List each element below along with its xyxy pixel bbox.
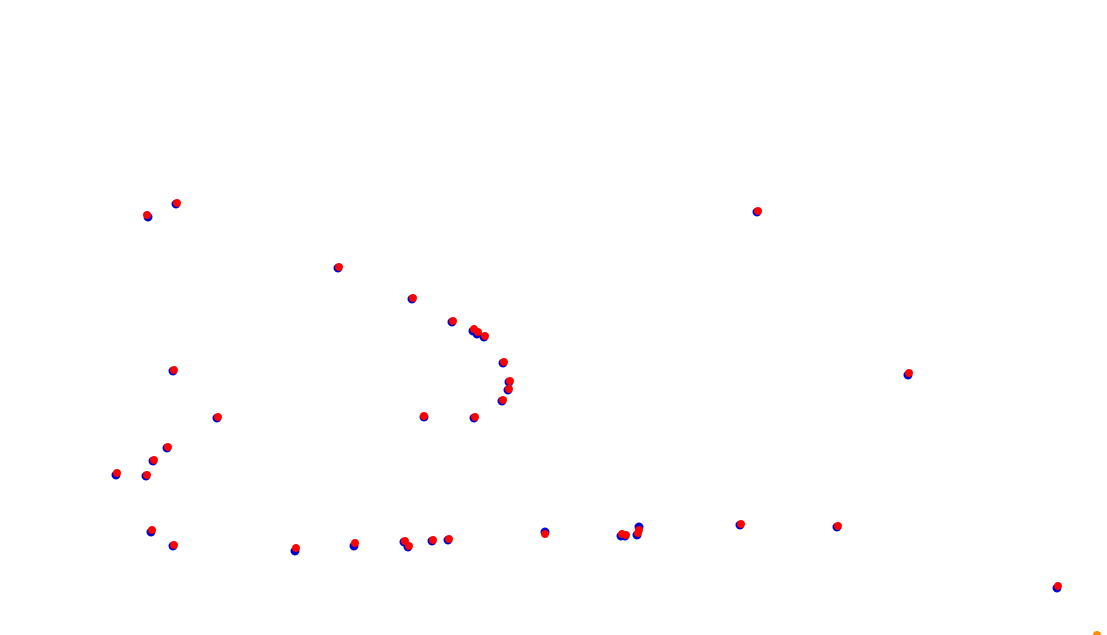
point — [445, 535, 453, 543]
point — [506, 377, 514, 385]
point — [1093, 631, 1101, 635]
point — [1054, 582, 1062, 590]
point — [113, 469, 121, 477]
point — [471, 413, 479, 421]
point — [754, 207, 762, 215]
point — [143, 471, 151, 479]
point — [481, 332, 489, 340]
point — [164, 443, 172, 451]
point — [474, 328, 482, 336]
point — [834, 522, 842, 530]
point — [148, 526, 156, 534]
point — [409, 294, 417, 302]
point — [292, 544, 300, 552]
point — [500, 358, 508, 366]
point — [170, 541, 178, 549]
point — [420, 412, 428, 420]
point — [150, 456, 158, 464]
point — [499, 396, 507, 404]
point — [214, 413, 222, 421]
point — [143, 211, 151, 219]
point — [335, 263, 343, 271]
point — [541, 530, 549, 538]
point — [505, 385, 513, 393]
point — [170, 366, 178, 374]
point — [449, 317, 457, 325]
point — [622, 531, 630, 539]
point — [635, 526, 643, 534]
point — [905, 369, 913, 377]
point — [173, 199, 181, 207]
point — [351, 539, 359, 547]
point — [429, 536, 437, 544]
point — [405, 542, 413, 550]
point — [737, 520, 745, 528]
